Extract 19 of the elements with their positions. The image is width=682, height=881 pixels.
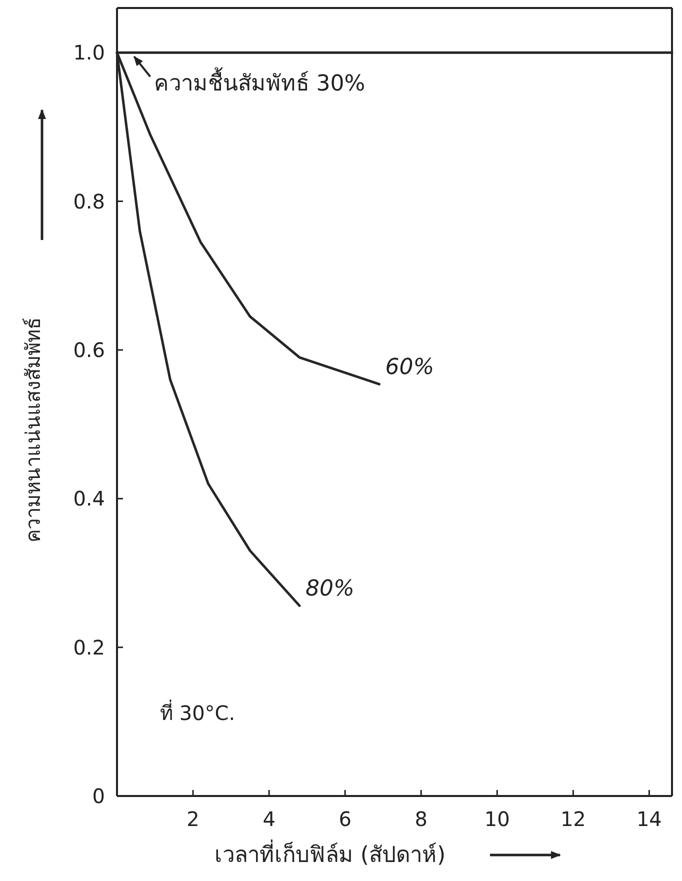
- x-tick-label: 4: [262, 807, 276, 831]
- x-tick-label: 12: [560, 807, 586, 831]
- series-label: 80%: [305, 576, 354, 602]
- x-tick-label: 8: [414, 807, 428, 831]
- y-tick-label: 0.2: [73, 635, 105, 660]
- y-tick-label: 0.4: [73, 486, 105, 511]
- y-tick-label: 1.0: [73, 40, 105, 65]
- x-tick-label: 2: [186, 807, 200, 831]
- x-tick-label: 14: [636, 807, 662, 831]
- x-tick-label: 10: [484, 807, 510, 831]
- annotation: ความชื้นสัมพัทธ์ 30%: [154, 68, 366, 97]
- y-tick-label: 0.6: [73, 338, 105, 362]
- annotation: ที่ 30°C.: [160, 699, 236, 725]
- x-tick-label: 6: [338, 807, 352, 831]
- series-label: 60%: [385, 355, 434, 380]
- y-tick-label: 0: [92, 784, 105, 808]
- y-tick-label: 0.8: [73, 189, 105, 214]
- y-axis-title: ความหนาแน่นแสงสัมพัทธ์: [21, 318, 45, 542]
- x-axis-title: เวลาที่เก็บฟิล์ม (สัปดาห์): [214, 839, 446, 868]
